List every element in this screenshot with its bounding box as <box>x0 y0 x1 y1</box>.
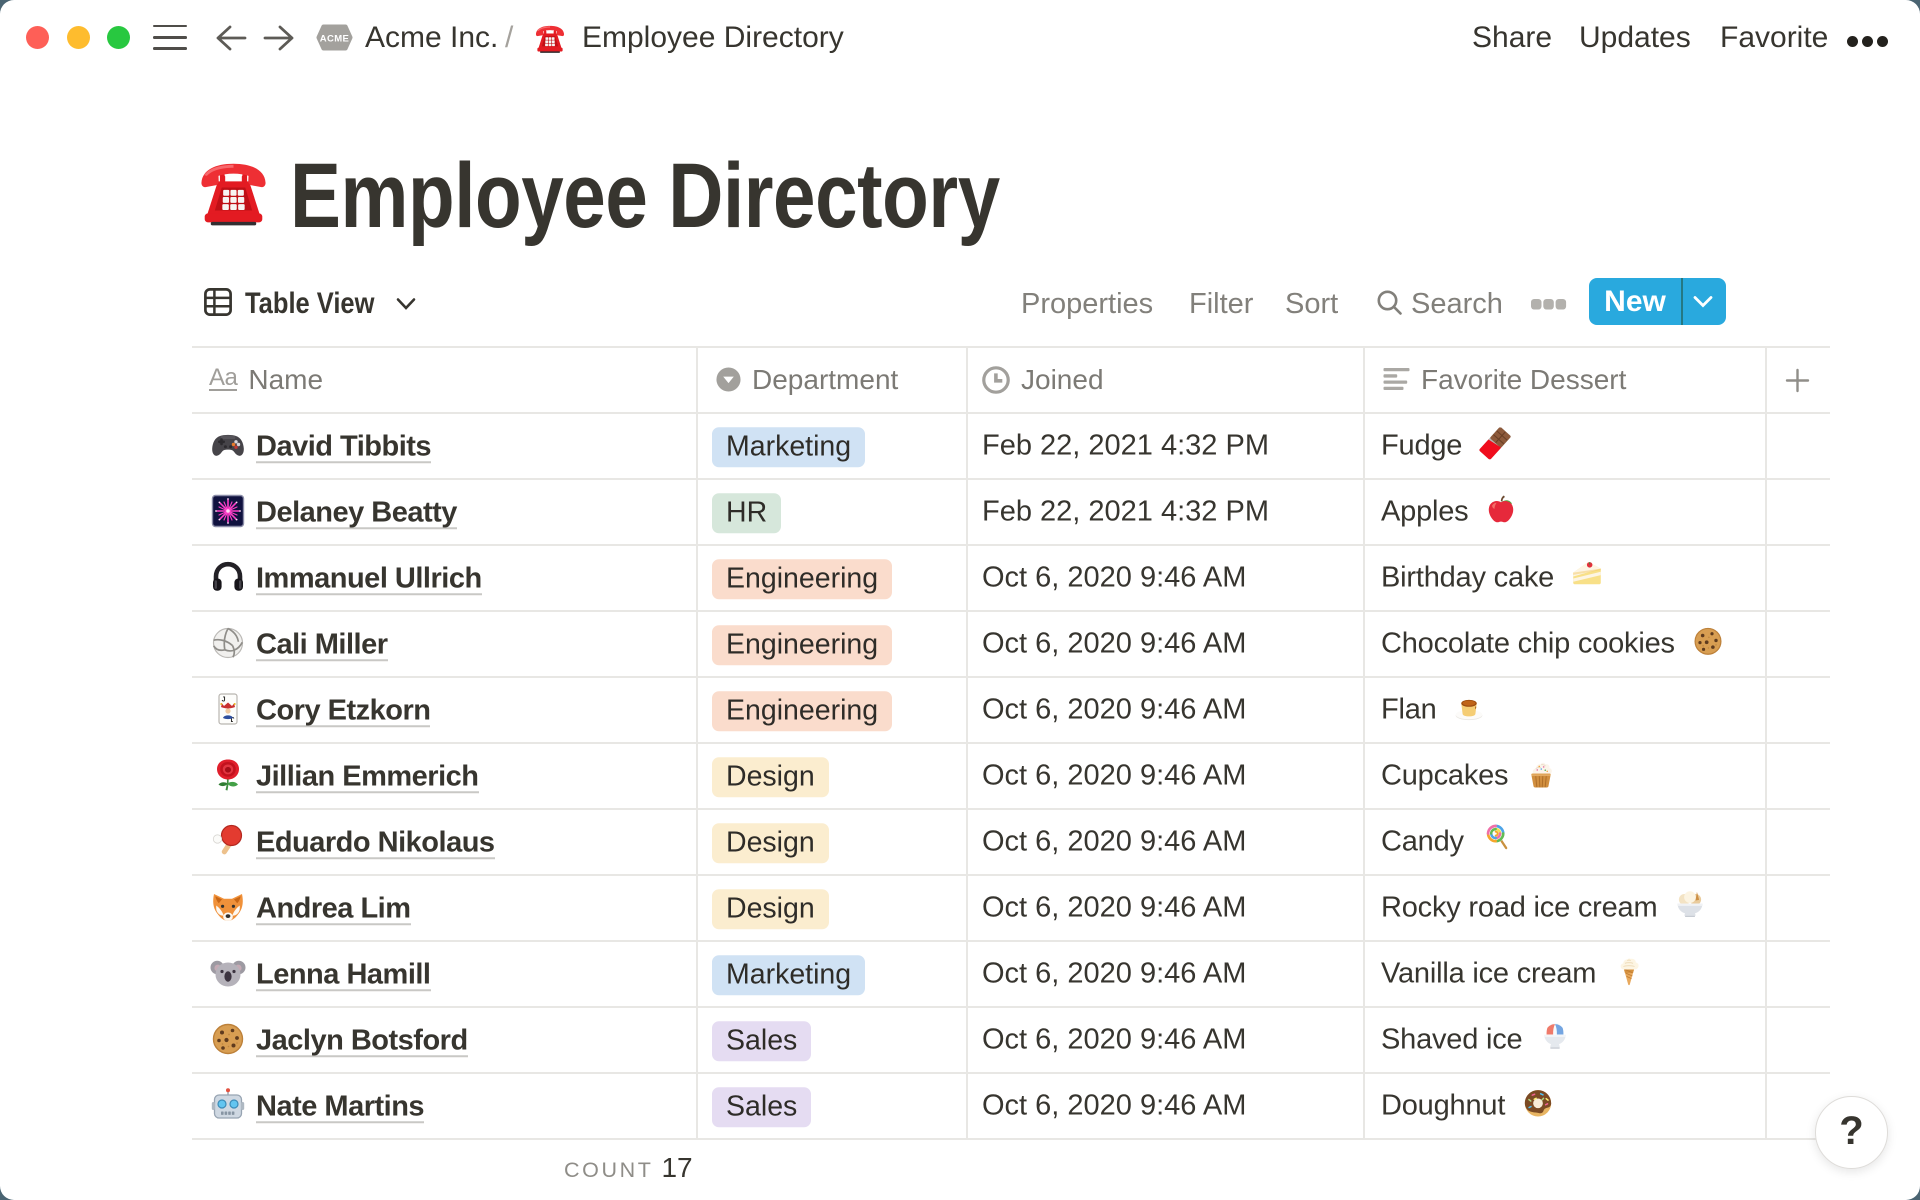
svg-text:ACME: ACME <box>320 34 350 45</box>
